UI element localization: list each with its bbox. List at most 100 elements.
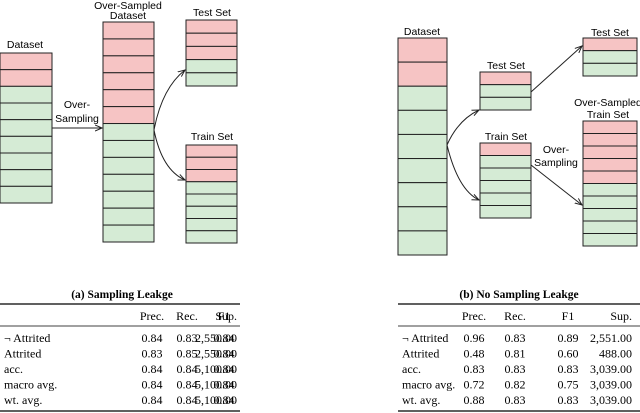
row-cell xyxy=(185,205,238,219)
row-cell xyxy=(479,205,532,219)
row-cell xyxy=(582,170,638,184)
row-cell xyxy=(582,133,638,147)
row-label: macro avg. xyxy=(402,378,455,392)
row-cell xyxy=(102,72,155,91)
row-cell xyxy=(185,144,238,158)
row-cell xyxy=(582,145,638,159)
table-cell: 0.83 xyxy=(505,362,526,376)
table-cell: 0.84 xyxy=(142,378,163,392)
label: Over-Sampled xyxy=(94,0,162,12)
row-label: acc. xyxy=(4,362,23,376)
row-cell xyxy=(185,72,238,87)
table-cell: 3,039.00 xyxy=(590,362,632,376)
row-label: macro avg. xyxy=(4,378,57,392)
table-cell: 5,100.00 xyxy=(195,362,237,376)
table-cell: 0.84 xyxy=(214,393,235,407)
row-cell xyxy=(582,158,638,172)
table-cell: 0.83 xyxy=(142,347,163,361)
table-cell: 488.00 xyxy=(599,347,632,361)
table-cell: 0.83 xyxy=(464,362,485,376)
table-cell: 2,551.00 xyxy=(590,331,632,345)
row-cell xyxy=(582,195,638,209)
row-cell xyxy=(397,158,448,184)
table-cell: 0.84 xyxy=(214,347,235,361)
table-cell: 0.89 xyxy=(558,331,579,345)
row-cell xyxy=(185,156,238,170)
row-cell xyxy=(479,142,532,156)
row-label: Attrited xyxy=(402,347,439,361)
table-cell: 0.88 xyxy=(464,393,485,407)
row-cell xyxy=(582,37,638,52)
table-cell: 0.48 xyxy=(464,347,485,361)
table-cell: 3,039.00 xyxy=(590,393,632,407)
table-cell: 0.84 xyxy=(177,393,198,407)
label: Test Set xyxy=(591,27,629,39)
row-cell xyxy=(185,19,238,34)
table-header: F1 xyxy=(562,309,575,323)
row-cell xyxy=(582,233,638,247)
row-cell xyxy=(397,133,448,160)
row-cell xyxy=(397,182,448,208)
row-label: ¬ Attrited xyxy=(4,331,50,345)
table-cell: 0.83 xyxy=(505,331,526,345)
arrow xyxy=(530,46,582,93)
table-cell: 0.83 xyxy=(177,331,198,345)
table-header: F1 xyxy=(218,309,231,323)
table-header: Rec. xyxy=(176,309,198,323)
row-cell xyxy=(397,37,448,63)
row-cell xyxy=(479,167,532,181)
caption: (b) No Sampling Leakge xyxy=(459,289,578,301)
table-header: Prec. xyxy=(140,309,164,323)
row-cell xyxy=(102,224,155,243)
arrow xyxy=(530,164,582,205)
row-cell xyxy=(582,120,638,134)
row-cell xyxy=(397,61,448,87)
row-cell xyxy=(185,230,238,244)
row-cell xyxy=(0,85,53,104)
row-cell xyxy=(102,38,155,57)
row-cell xyxy=(582,50,638,64)
row-cell xyxy=(397,85,448,111)
arrow xyxy=(446,110,479,146)
row-cell xyxy=(582,183,638,197)
row-cell xyxy=(0,169,53,187)
row-cell xyxy=(185,181,238,195)
table-cell: 5,100.00 xyxy=(195,393,237,407)
arrow xyxy=(446,144,479,200)
row-cell xyxy=(0,52,53,71)
table-cell: 2,550.00 xyxy=(195,331,237,345)
table-cell: 0.83 xyxy=(558,362,579,376)
row-cell xyxy=(185,45,238,61)
label: Dataset xyxy=(7,39,43,51)
row-cell xyxy=(0,119,53,137)
row-cell xyxy=(185,59,238,74)
row-cell xyxy=(397,230,448,256)
row-cell xyxy=(185,193,238,207)
row-cell xyxy=(479,96,532,111)
row-cell xyxy=(479,84,532,98)
row-cell xyxy=(479,180,532,194)
caption: (a) Sampling Leakge xyxy=(71,289,173,301)
table-cell: 0.81 xyxy=(505,347,526,361)
table-cell: 0.84 xyxy=(177,362,198,376)
row-cell xyxy=(582,208,638,222)
row-cell xyxy=(582,62,638,77)
label: Over- xyxy=(543,144,570,156)
table-cell: 0.60 xyxy=(558,347,579,361)
row-label: Attrited xyxy=(4,347,41,361)
row-cell xyxy=(102,21,155,40)
table-cell: 0.96 xyxy=(464,331,485,345)
row-cell xyxy=(582,220,638,234)
table-cell: 0.84 xyxy=(214,362,235,376)
row-cell xyxy=(102,156,155,175)
arrow xyxy=(153,129,185,180)
row-cell xyxy=(479,155,532,169)
row-cell xyxy=(0,185,53,204)
diagram-boxes xyxy=(0,19,638,256)
table-cell: 0.84 xyxy=(142,362,163,376)
table-cell: 3,039.00 xyxy=(590,378,632,392)
table-cell: 0.84 xyxy=(214,331,235,345)
row-cell xyxy=(102,55,155,74)
row-cell xyxy=(0,152,53,171)
